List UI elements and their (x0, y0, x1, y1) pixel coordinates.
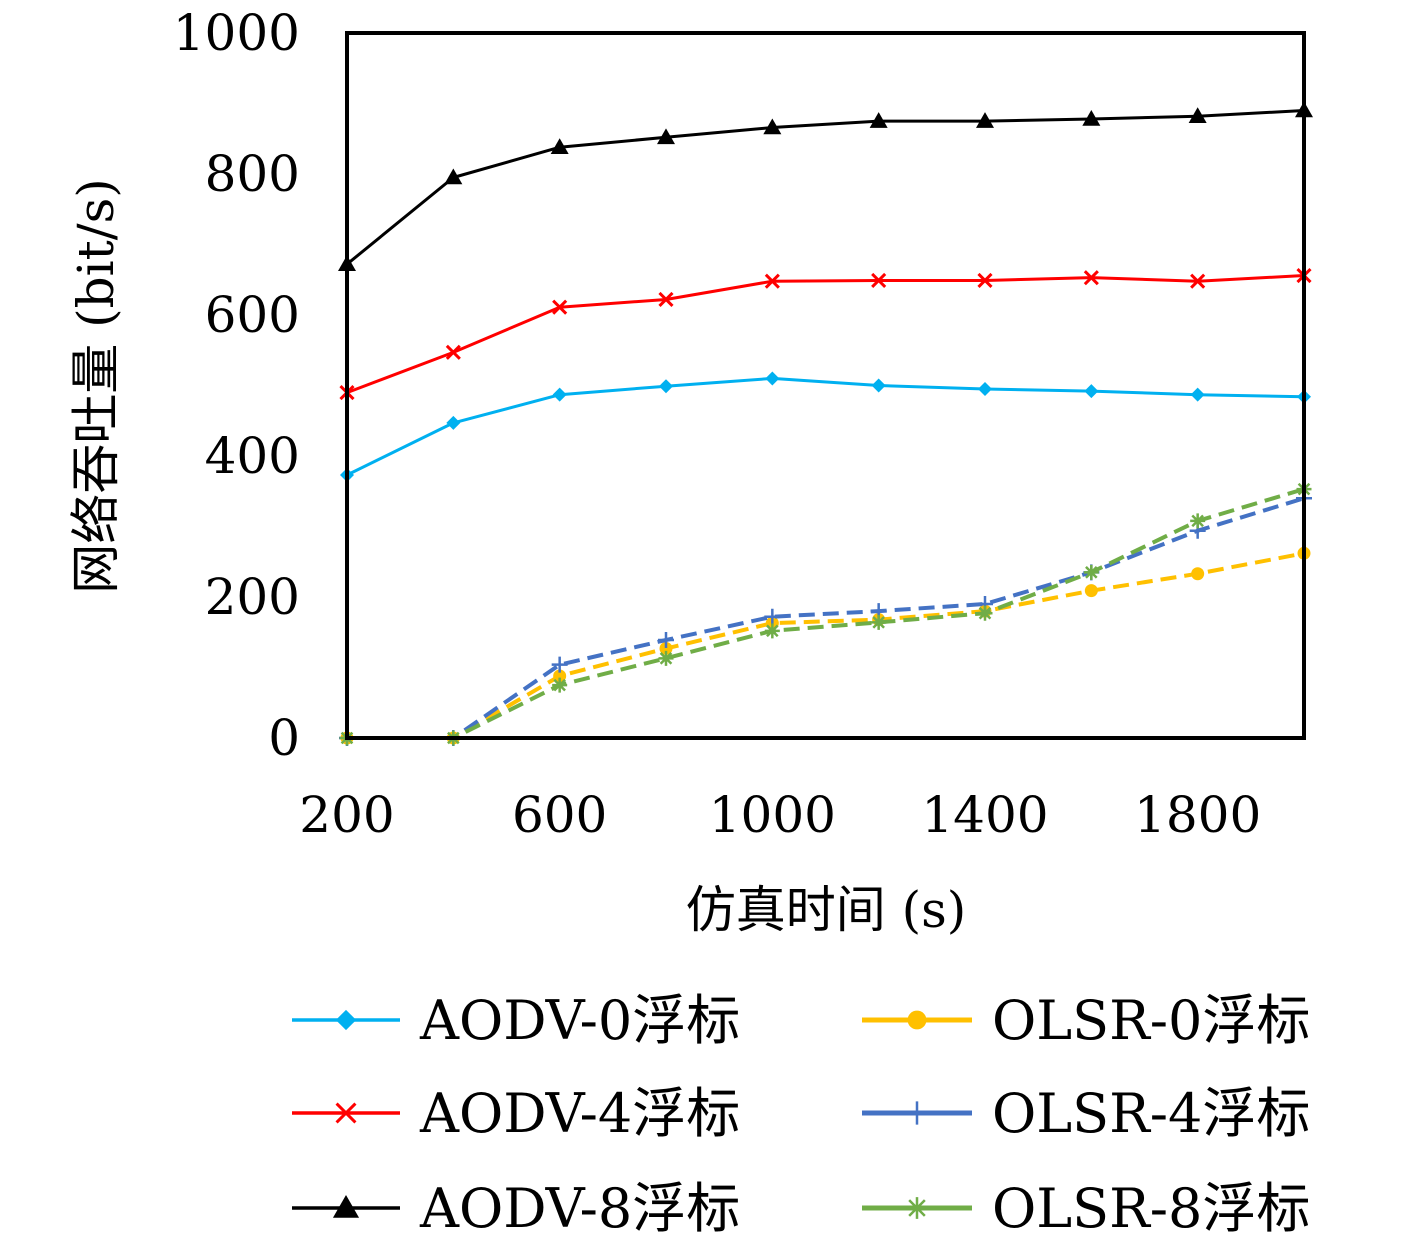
legend-item: AODV-4浮标 (292, 1082, 740, 1145)
data-point-marker (553, 669, 567, 683)
x-tick-label: 1800 (1134, 786, 1261, 844)
data-point-marker (445, 344, 461, 360)
legend-label: AODV-4浮标 (419, 1082, 740, 1145)
data-point-marker (552, 387, 567, 402)
data-point-marker (1083, 564, 1099, 580)
data-point-marker (977, 605, 993, 621)
x-axis-title: 仿真时间 (s) (686, 881, 967, 939)
legend-item: OLSR-4浮标 (862, 1082, 1310, 1145)
legend: AODV-0浮标 AODV-4浮标 AODV-8浮标 OLSR-0浮标 OLSR-4浮标… (292, 989, 1310, 1240)
data-point-marker (1084, 584, 1098, 598)
legend-item: AODV-8浮标 (292, 1177, 740, 1240)
legend-label: OLSR-8浮标 (992, 1177, 1310, 1240)
data-point-marker (871, 272, 887, 289)
y-axis-title: 网络吞吐量 (bit/s) (67, 178, 125, 594)
series-line (346, 109, 1305, 266)
data-point-marker (658, 650, 674, 666)
x-tick-label: 1400 (921, 786, 1048, 844)
data-point-marker (446, 415, 461, 430)
data-point-marker (907, 1010, 927, 1030)
data-point-marker (763, 118, 782, 135)
series-line (346, 274, 1305, 395)
data-point-marker (1190, 513, 1206, 529)
data-point-marker (444, 168, 463, 185)
data-point-marker (906, 1197, 928, 1219)
data-point-marker (552, 299, 568, 315)
series-OLSR-4浮标 (339, 490, 1312, 746)
series-line (347, 496, 1305, 740)
series-AODV-4浮标 (339, 267, 1312, 401)
x-tick-label: 600 (512, 786, 607, 844)
data-point-marker (764, 608, 781, 625)
x-tick-label: 1000 (709, 786, 836, 844)
legend-label: OLSR-4浮标 (992, 1082, 1310, 1145)
legend-item: OLSR-0浮标 (862, 989, 1310, 1052)
data-point-marker (332, 1194, 360, 1218)
series-AODV-0浮标 (340, 371, 1311, 483)
data-point-marker (657, 128, 675, 145)
data-point-marker (335, 1102, 357, 1124)
plot-frame (345, 31, 1306, 740)
series-line (346, 376, 1305, 477)
data-point-marker (1191, 567, 1205, 581)
legend-label: AODV-8浮标 (419, 1177, 740, 1240)
legend-label: AODV-0浮标 (419, 989, 740, 1052)
data-point-marker (978, 382, 992, 397)
legend-label: OLSR-0浮标 (992, 989, 1310, 1052)
data-point-marker (764, 273, 780, 289)
data-point-marker (658, 291, 674, 308)
series-line (347, 551, 1305, 740)
legend-item: AODV-0浮标 (292, 989, 740, 1052)
series-layer (338, 101, 1313, 746)
data-point-marker (871, 378, 886, 393)
data-point-marker (764, 623, 780, 639)
data-point-marker (1082, 110, 1101, 126)
y-tick-label: 600 (205, 286, 300, 344)
data-point-marker (976, 112, 994, 128)
data-point-marker (551, 656, 568, 673)
data-point-marker (1190, 273, 1206, 289)
data-point-marker (659, 641, 673, 655)
data-point-marker (765, 371, 780, 386)
data-point-marker (659, 379, 673, 394)
data-point-marker (1083, 270, 1099, 286)
series-line (347, 487, 1305, 740)
data-point-marker (550, 138, 569, 154)
y-tick-label: 200 (205, 568, 300, 626)
data-point-marker (905, 1101, 929, 1125)
data-point-marker (871, 614, 887, 630)
legend-item: OLSR-8浮标 (862, 1177, 1310, 1240)
data-point-marker (1188, 107, 1207, 123)
series-AODV-8浮标 (338, 101, 1313, 271)
data-point-marker (335, 1009, 357, 1031)
data-point-marker (658, 632, 674, 649)
y-tick-labels: 0 200 400 600 800 1000 (173, 4, 300, 767)
data-point-marker (977, 272, 993, 289)
data-point-marker (1084, 384, 1099, 399)
data-point-marker (552, 677, 568, 693)
y-tick-label: 800 (205, 145, 300, 203)
y-tick-label: 400 (205, 427, 300, 485)
y-tick-label: 1000 (173, 4, 300, 62)
data-point-marker (869, 112, 888, 128)
x-tick-labels: 200 600 1000 1400 1800 (299, 786, 1261, 844)
x-tick-label: 200 (299, 786, 394, 844)
y-tick-label: 0 (268, 709, 300, 767)
data-point-marker (1190, 387, 1205, 402)
